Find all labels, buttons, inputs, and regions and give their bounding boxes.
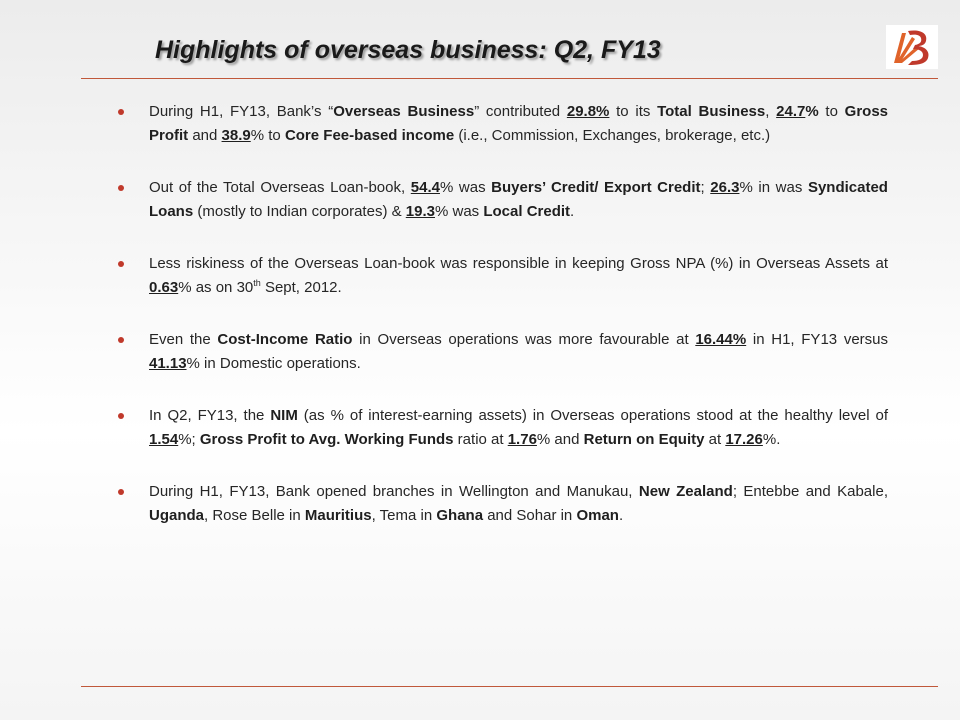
- bullet-text: and Sohar in: [483, 507, 577, 524]
- bullet-text: , Tema in: [371, 507, 437, 524]
- emphasis-text: Gross Profit: [149, 103, 889, 144]
- bullet-text: (as % of interest-earning assets) in Ove…: [297, 407, 888, 424]
- emphasis-text: %: [805, 103, 819, 120]
- highlight-value: 0.63: [149, 279, 179, 296]
- baroda-sun-rays-icon: [894, 33, 920, 63]
- bullet-item: During H1, FY13, Bank’s “Overseas Busine…: [118, 100, 888, 148]
- bullet-text: .: [570, 203, 575, 220]
- bullet-text: in H1, FY13 versus: [746, 331, 888, 348]
- bullet-text: % in was: [739, 179, 808, 196]
- bullet-text: .: [618, 507, 624, 524]
- bullet-text: ratio at: [453, 431, 508, 448]
- bullet-text: to: [818, 103, 845, 120]
- emphasis-text: Mauritius: [304, 507, 372, 524]
- bullet-text: Sept, 2012.: [260, 279, 342, 296]
- emphasis-text: Local Credit: [483, 203, 571, 220]
- bullet-text: (i.e., Commission, Exchanges, brokerage,…: [454, 127, 771, 144]
- bank-logo-icon: [886, 25, 938, 69]
- bullet-text: During H1, FY13, Bank’s “: [149, 103, 334, 120]
- highlight-value: 1.76: [507, 431, 537, 448]
- bullet-text: , Rose Belle in: [204, 507, 305, 524]
- emphasis-text: Ghana: [436, 507, 484, 524]
- bullet-text: ;: [700, 179, 711, 196]
- header-divider: [81, 78, 938, 79]
- emphasis-text: Return on Equity: [583, 431, 705, 448]
- emphasis-text: Syndicated Loans: [149, 179, 888, 220]
- highlight-value: 1.54: [149, 431, 179, 448]
- footer-divider: [81, 686, 938, 687]
- highlight-value: 16.44%: [695, 331, 747, 348]
- bullet-text: %;: [178, 431, 200, 448]
- bullet-text: During H1, FY13, Bank opened branches in…: [149, 483, 639, 500]
- bullet-text: % to: [250, 127, 285, 144]
- bullet-text: % was: [434, 203, 484, 220]
- emphasis-text: Total Business: [657, 103, 766, 120]
- emphasis-text: NIM: [270, 407, 298, 424]
- bullet-text: % was: [439, 179, 492, 196]
- bullet-text: ,: [765, 103, 777, 120]
- emphasis-text: Uganda: [149, 507, 205, 524]
- bullet-list: During H1, FY13, Bank’s “Overseas Busine…: [118, 100, 888, 556]
- bullet-item: During H1, FY13, Bank opened branches in…: [118, 480, 888, 528]
- emphasis-text: Oman: [576, 507, 619, 524]
- bullet-text: % as on 30: [178, 279, 254, 296]
- bullet-item: Less riskiness of the Overseas Loan-book…: [118, 252, 888, 300]
- highlight-value: 26.3: [710, 179, 740, 196]
- highlight-value: 38.9: [221, 127, 251, 144]
- bullet-text: Out of the Total Overseas Loan-book,: [149, 179, 411, 196]
- highlight-value: 54.4: [410, 179, 440, 196]
- highlight-value: 24.7: [776, 103, 806, 120]
- emphasis-text: New Zealand: [638, 483, 733, 500]
- bullet-text: in Overseas operations was more favourab…: [352, 331, 696, 348]
- emphasis-text: Overseas Business: [333, 103, 475, 120]
- bullet-text: Less riskiness of the Overseas Loan-book…: [149, 255, 888, 272]
- highlight-value: 29.8%: [566, 103, 610, 120]
- bullet-item: Even the Cost-Income Ratio in Overseas o…: [118, 328, 888, 376]
- bullet-item: Out of the Total Overseas Loan-book, 54.…: [118, 176, 888, 224]
- bullet-text: In Q2, FY13, the: [149, 407, 271, 424]
- highlight-value: 19.3: [405, 203, 435, 220]
- bullet-text: ; Entebbe and Kabale,: [732, 483, 888, 500]
- bullet-text: to its: [609, 103, 658, 120]
- bullet-text: % in Domestic operations.: [186, 355, 361, 372]
- bullet-text: th: [253, 278, 261, 288]
- highlight-value: 41.13: [149, 355, 187, 372]
- bullet-text: at: [704, 431, 726, 448]
- bullet-text: %.: [762, 431, 781, 448]
- bullet-item: In Q2, FY13, the NIM (as % of interest-e…: [118, 404, 888, 452]
- bullet-text: ” contributed: [474, 103, 567, 120]
- emphasis-text: Gross Profit to Avg. Working Funds: [199, 431, 454, 448]
- bullet-text: and: [188, 127, 222, 144]
- highlight-value: 17.26: [725, 431, 763, 448]
- emphasis-text: Core Fee-based income: [284, 127, 455, 144]
- emphasis-text: Buyers’ Credit/ Export Credit: [491, 179, 701, 196]
- bullet-text: Even the: [149, 331, 218, 348]
- bullet-text: % and: [536, 431, 584, 448]
- emphasis-text: Cost-Income Ratio: [217, 331, 353, 348]
- bullet-text: (mostly to Indian corporates) &: [193, 203, 406, 220]
- slide-title: Highlights of overseas business: Q2, FY1…: [155, 36, 661, 64]
